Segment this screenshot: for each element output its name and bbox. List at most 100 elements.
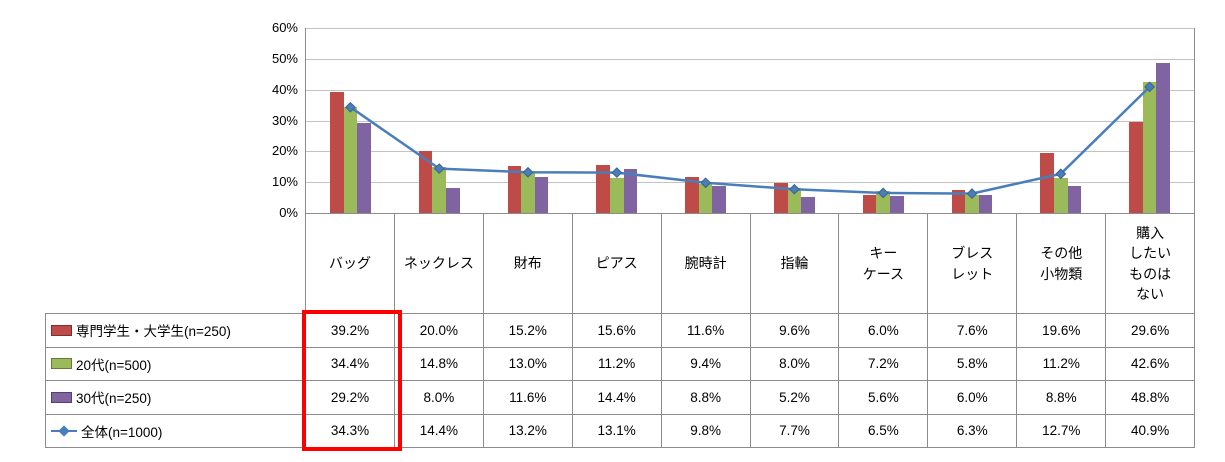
gridline xyxy=(306,151,1194,153)
legend-swatch-bar xyxy=(51,358,72,370)
bar-series1-cat6 xyxy=(774,183,788,213)
table-value-cell: 7.6% xyxy=(927,314,1017,348)
bar-series2-cat1 xyxy=(343,106,358,213)
table-row: 専門学生・大学生(n=250) 39.2% 20.0% 15.2% 15.6% 11.6%… xyxy=(45,314,1195,348)
legend-swatch-bar xyxy=(51,391,72,403)
line-point-marker-cat3 xyxy=(522,166,534,178)
category-label-7: キー ケース xyxy=(838,214,927,313)
gridline xyxy=(306,58,1194,60)
gridline xyxy=(306,89,1194,91)
bar-series3-cat4 xyxy=(623,168,638,213)
bar-series2-cat8 xyxy=(965,195,979,213)
bar-series3-cat5 xyxy=(712,185,726,213)
bar-series2-cat5 xyxy=(698,184,713,213)
table-value-cell: 14.8% xyxy=(393,347,483,381)
line-point-marker-cat6 xyxy=(788,183,800,195)
bar-series1-cat10 xyxy=(1129,121,1143,213)
table-row: 20代(n=500) 34.4% 14.8% 13.0% 11.2% 9.4% 8.0% 7.… xyxy=(45,347,1195,381)
legend-label: 20代(n=500) xyxy=(76,357,152,373)
table-value-cell: 42.6% xyxy=(1105,347,1195,381)
legend-cell: 専門学生・大学生(n=250) xyxy=(45,314,305,348)
legend-line-marker xyxy=(51,425,77,437)
gridline xyxy=(306,120,1194,122)
bar-series3-cat2 xyxy=(446,188,460,213)
table-value-cell: 14.4% xyxy=(571,381,661,415)
table-value-cell: 40.9% xyxy=(1105,414,1195,448)
table-value-cell: 7.2% xyxy=(838,347,928,381)
y-axis-tick-label: 40% xyxy=(271,81,298,97)
table-value-cell: 19.6% xyxy=(1016,314,1106,348)
line-series-layer xyxy=(344,81,1156,199)
table-value-cell: 13.1% xyxy=(571,414,661,448)
bar-series1-cat9 xyxy=(1040,152,1054,213)
category-label-2: ネックレス xyxy=(393,214,483,313)
bar-series1-cat3 xyxy=(507,166,522,213)
category-axis: バッグ ネックレス 財布 ピアス 腕時計 指輪 キー ケース ブレス レット その他 小物類 購入… xyxy=(305,213,1195,313)
bar-series2-cat10 xyxy=(1142,81,1157,213)
bar-series1-cat4 xyxy=(596,164,610,213)
bar-series2-cat3 xyxy=(521,172,535,213)
table-value-cell: 48.8% xyxy=(1105,381,1195,415)
table-value-cell: 15.2% xyxy=(482,314,572,348)
table-value-cell: 8.8% xyxy=(660,381,750,415)
table-value-cell: 6.5% xyxy=(838,414,928,448)
legend-label: 専門学生・大学生(n=250) xyxy=(76,324,231,340)
bar-series2-cat7 xyxy=(876,190,890,213)
bar-series1-cat2 xyxy=(418,151,433,213)
table-value-cell: 29.6% xyxy=(1105,314,1195,348)
legend-label: 全体(n=1000) xyxy=(81,424,163,440)
line-point-marker-cat2 xyxy=(433,163,445,175)
line-point-marker-cat7 xyxy=(877,187,889,199)
table-value-cell: 34.3% xyxy=(305,414,394,448)
category-label-6: 指輪 xyxy=(749,214,839,313)
y-axis-tick-label: 50% xyxy=(271,50,298,66)
table-value-cell: 11.2% xyxy=(1016,347,1106,381)
legend-swatch-bar xyxy=(51,324,72,336)
table-value-cell: 12.7% xyxy=(1016,414,1106,448)
bar-series3-cat10 xyxy=(1156,62,1170,213)
category-label-3: 財布 xyxy=(482,214,572,313)
table-row: 30代(n=250) 29.2% 8.0% 11.6% 14.4% 8.8% 5.2% 5.6… xyxy=(45,381,1195,415)
y-axis-tick-label: 10% xyxy=(271,174,298,190)
table-value-cell: 7.7% xyxy=(749,414,839,448)
bar-series1-cat8 xyxy=(951,189,966,213)
table-value-cell: 6.0% xyxy=(927,381,1017,415)
bar-series3-cat1 xyxy=(357,122,371,213)
table-row: 全体(n=1000) 34.3% 14.4% 13.2% 13.1% 9.8% 7.7% 6.… xyxy=(45,414,1195,448)
line-point-marker-cat4 xyxy=(611,167,623,179)
line-point-marker-cat8 xyxy=(966,188,978,199)
bar-series2-cat4 xyxy=(610,178,624,213)
data-table: 専門学生・大学生(n=250) 39.2% 20.0% 15.2% 15.6% 11.6%… xyxy=(45,313,1195,448)
table-value-cell: 11.6% xyxy=(482,381,572,415)
table-value-cell: 39.2% xyxy=(305,314,394,348)
table-value-cell: 5.2% xyxy=(749,381,839,415)
category-label-8: ブレス レット xyxy=(927,214,1016,313)
bar-series3-cat6 xyxy=(801,196,815,213)
table-value-cell: 9.8% xyxy=(660,414,750,448)
y-axis-tick-label: 60% xyxy=(271,20,298,35)
bar-series2-cat2 xyxy=(432,167,446,213)
table-value-cell: 29.2% xyxy=(305,381,394,415)
line-point-marker-cat1 xyxy=(344,101,356,113)
gridline xyxy=(306,28,1194,29)
category-label-9: その他 小物類 xyxy=(1016,214,1105,313)
table-value-cell: 9.4% xyxy=(660,347,750,381)
table-value-cell: 20.0% xyxy=(393,314,483,348)
legend-cell: 30代(n=250) xyxy=(45,381,305,415)
line-point-marker-cat10 xyxy=(1144,81,1156,93)
category-label-5: 腕時計 xyxy=(660,214,750,313)
bar-series3-cat7 xyxy=(890,195,904,213)
category-label-4: ピアス xyxy=(571,214,661,313)
y-axis-tick-label: 20% xyxy=(271,143,298,159)
category-label-10: 購入 したい ものは ない xyxy=(1105,214,1194,313)
category-label-1: バッグ xyxy=(305,214,394,313)
table-value-cell: 13.2% xyxy=(482,414,572,448)
legend-label: 30代(n=250) xyxy=(76,391,152,407)
table-value-cell: 5.8% xyxy=(927,347,1017,381)
gridline xyxy=(306,182,1194,184)
table-value-cell: 15.6% xyxy=(571,314,661,348)
table-value-cell: 9.6% xyxy=(749,314,839,348)
bar-series3-cat3 xyxy=(534,177,549,213)
legend-diamond-marker xyxy=(58,425,70,437)
legend-cell: 全体(n=1000) xyxy=(45,414,305,448)
